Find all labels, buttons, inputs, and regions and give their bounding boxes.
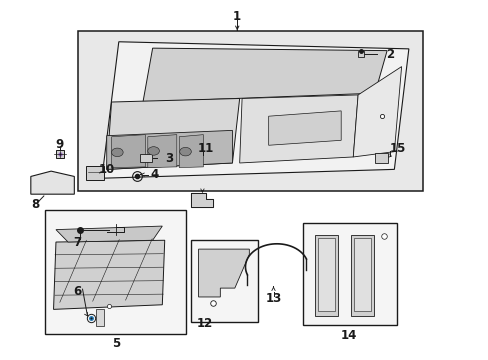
Bar [191, 240, 258, 322]
Polygon shape [179, 135, 203, 168]
Text: 6: 6 [73, 285, 81, 298]
Bar [78, 31, 423, 191]
Polygon shape [31, 171, 74, 194]
Text: 4: 4 [150, 168, 158, 181]
Text: 1: 1 [233, 10, 241, 23]
Text: 9: 9 [56, 138, 64, 151]
Polygon shape [53, 240, 164, 309]
Polygon shape [111, 135, 145, 168]
Text: 10: 10 [99, 163, 115, 176]
Text: 5: 5 [112, 337, 120, 350]
Text: 15: 15 [389, 141, 405, 154]
Polygon shape [142, 48, 386, 102]
Bar [139, 154, 151, 162]
Circle shape [180, 147, 191, 156]
Bar [86, 166, 104, 180]
Polygon shape [268, 111, 341, 145]
Bar [302, 222, 396, 325]
Circle shape [147, 147, 159, 155]
Bar [45, 210, 185, 334]
Polygon shape [314, 235, 337, 316]
Bar [95, 309, 104, 327]
Polygon shape [352, 67, 401, 157]
Polygon shape [239, 95, 357, 163]
Polygon shape [191, 193, 213, 207]
Polygon shape [106, 99, 239, 169]
Text: 14: 14 [340, 329, 356, 342]
Text: 13: 13 [265, 292, 281, 305]
Text: 11: 11 [197, 141, 214, 154]
Polygon shape [102, 42, 408, 178]
Polygon shape [353, 238, 370, 311]
Text: 7: 7 [74, 235, 81, 248]
Bar [374, 153, 387, 163]
Polygon shape [198, 249, 249, 297]
Text: 3: 3 [164, 152, 172, 165]
Polygon shape [106, 130, 232, 169]
Text: 8: 8 [31, 198, 40, 211]
Polygon shape [56, 226, 162, 242]
Polygon shape [147, 135, 177, 168]
Text: 2: 2 [386, 48, 393, 61]
Polygon shape [350, 235, 373, 316]
Circle shape [111, 148, 123, 157]
Polygon shape [317, 238, 334, 311]
Text: 12: 12 [196, 317, 213, 330]
